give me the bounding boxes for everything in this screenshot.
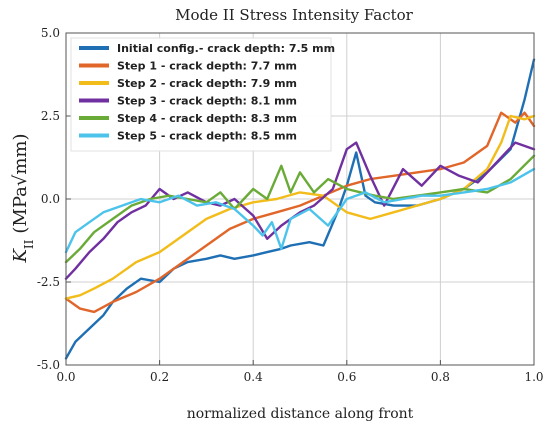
legend-entry-5: Step 4 - crack depth: 8.3 mm — [117, 112, 297, 125]
y-tick-label: 0.0 — [41, 192, 60, 206]
x-tick-label: 0.2 — [150, 370, 169, 384]
series-line-4 — [64, 141, 536, 280]
y-tick-label: 2.5 — [41, 109, 60, 123]
x-tick-label: 0.6 — [337, 370, 356, 384]
y-tick-label: -2.5 — [37, 275, 60, 289]
x-tick-label: 0.8 — [431, 370, 450, 384]
series-line-6 — [64, 167, 536, 254]
legend-entry-6: Step 5 - crack depth: 8.5 mm — [117, 130, 297, 143]
chart-title: Mode II Stress Intensity Factor — [175, 6, 413, 24]
y-tick-label: 5.0 — [41, 26, 60, 40]
legend-entry-2: Step 1 - crack depth: 7.7 mm — [117, 60, 297, 73]
ticks: 0.0 0.2 0.4 0.6 0.8 1.0 5.0 2.5 0.0 -2.5 -5.0 — [37, 26, 544, 384]
x-tick-label: 0.0 — [56, 370, 75, 384]
x-tick-label: 0.4 — [244, 370, 263, 384]
series-line-2 — [64, 111, 536, 314]
legend-entry-4: Step 3 - crack depth: 8.1 mm — [117, 95, 297, 108]
y-axis-label: KII(MPa√mm) — [10, 133, 36, 263]
legend: Initial config.- crack depth: 7.5 mm Step… — [70, 37, 335, 152]
y-tick-label: -5.0 — [37, 358, 60, 372]
legend-entry-1: Initial config.- crack depth: 7.5 mm — [117, 42, 335, 55]
series-layer — [64, 58, 536, 360]
legend-box — [70, 37, 332, 152]
x-tick-label: 1.0 — [524, 370, 543, 384]
legend-entry-3: Step 2 - crack depth: 7.9 mm — [117, 77, 297, 90]
x-axis-label: normalized distance along front — [187, 406, 414, 422]
series-line-3 — [64, 114, 536, 300]
series-line-5 — [64, 154, 536, 264]
